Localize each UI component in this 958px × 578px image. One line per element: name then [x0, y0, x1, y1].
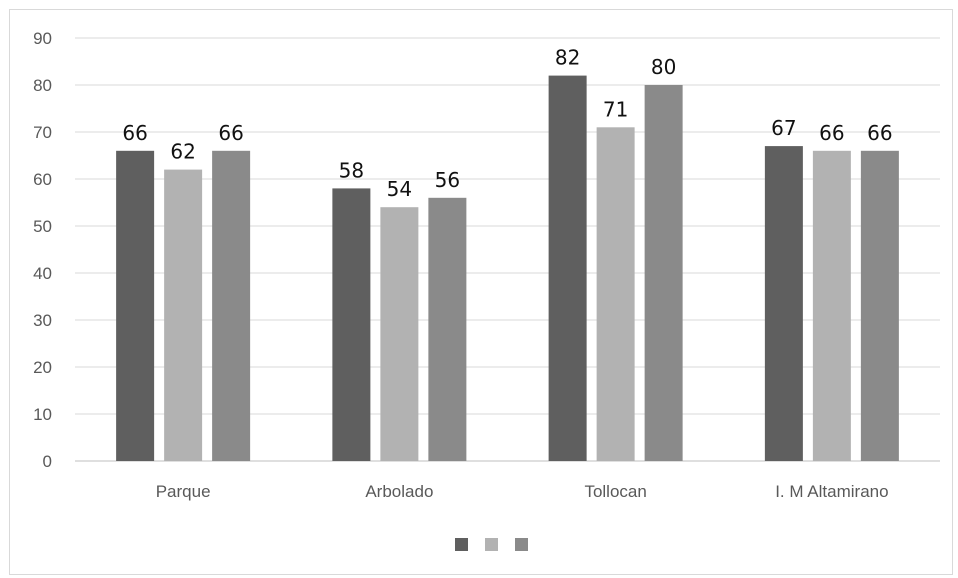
- y-tick-label: 0: [43, 452, 52, 471]
- x-category-label: Tollocan: [584, 482, 646, 501]
- bar-series-2: [812, 150, 851, 462]
- legend-swatch-3: [515, 538, 528, 551]
- y-tick-label: 40: [33, 264, 52, 283]
- bar-series-2: [164, 169, 203, 461]
- y-tick-label: 20: [33, 358, 52, 377]
- data-label: 66: [867, 121, 892, 145]
- data-label: 54: [387, 177, 412, 201]
- bar-series-2: [596, 127, 635, 462]
- data-label: 58: [339, 158, 364, 182]
- bar-series-3: [644, 85, 683, 461]
- y-tick-label: 30: [33, 311, 52, 330]
- bar-series-3: [212, 150, 251, 462]
- data-label: 66: [122, 121, 147, 145]
- bar-series-3: [860, 150, 899, 462]
- legend-swatch-2: [485, 538, 498, 551]
- data-label: 66: [218, 121, 243, 145]
- y-tick-label: 80: [33, 76, 52, 95]
- bar-series-1: [548, 75, 587, 461]
- data-label: 80: [651, 55, 676, 79]
- y-tick-label: 90: [33, 29, 52, 48]
- data-label: 66: [819, 121, 844, 145]
- y-tick-label: 50: [33, 217, 52, 236]
- bar-series-1: [332, 188, 371, 461]
- data-label: 67: [771, 116, 796, 140]
- bar-series-2: [380, 207, 419, 461]
- x-category-label: Arbolado: [365, 482, 433, 501]
- x-category-label: Parque: [156, 482, 211, 501]
- bar-series-1: [764, 146, 803, 461]
- y-tick-label: 10: [33, 405, 52, 424]
- x-category-label: I. M Altamirano: [775, 482, 888, 501]
- data-label: 71: [603, 97, 628, 121]
- y-tick-label: 70: [33, 123, 52, 142]
- data-label: 56: [435, 168, 460, 192]
- bar-series-3: [428, 197, 467, 462]
- legend-swatch-1: [455, 538, 468, 551]
- data-label: 62: [170, 140, 195, 164]
- bar-series-1: [116, 150, 155, 462]
- data-label: 82: [555, 46, 580, 70]
- y-tick-label: 60: [33, 170, 52, 189]
